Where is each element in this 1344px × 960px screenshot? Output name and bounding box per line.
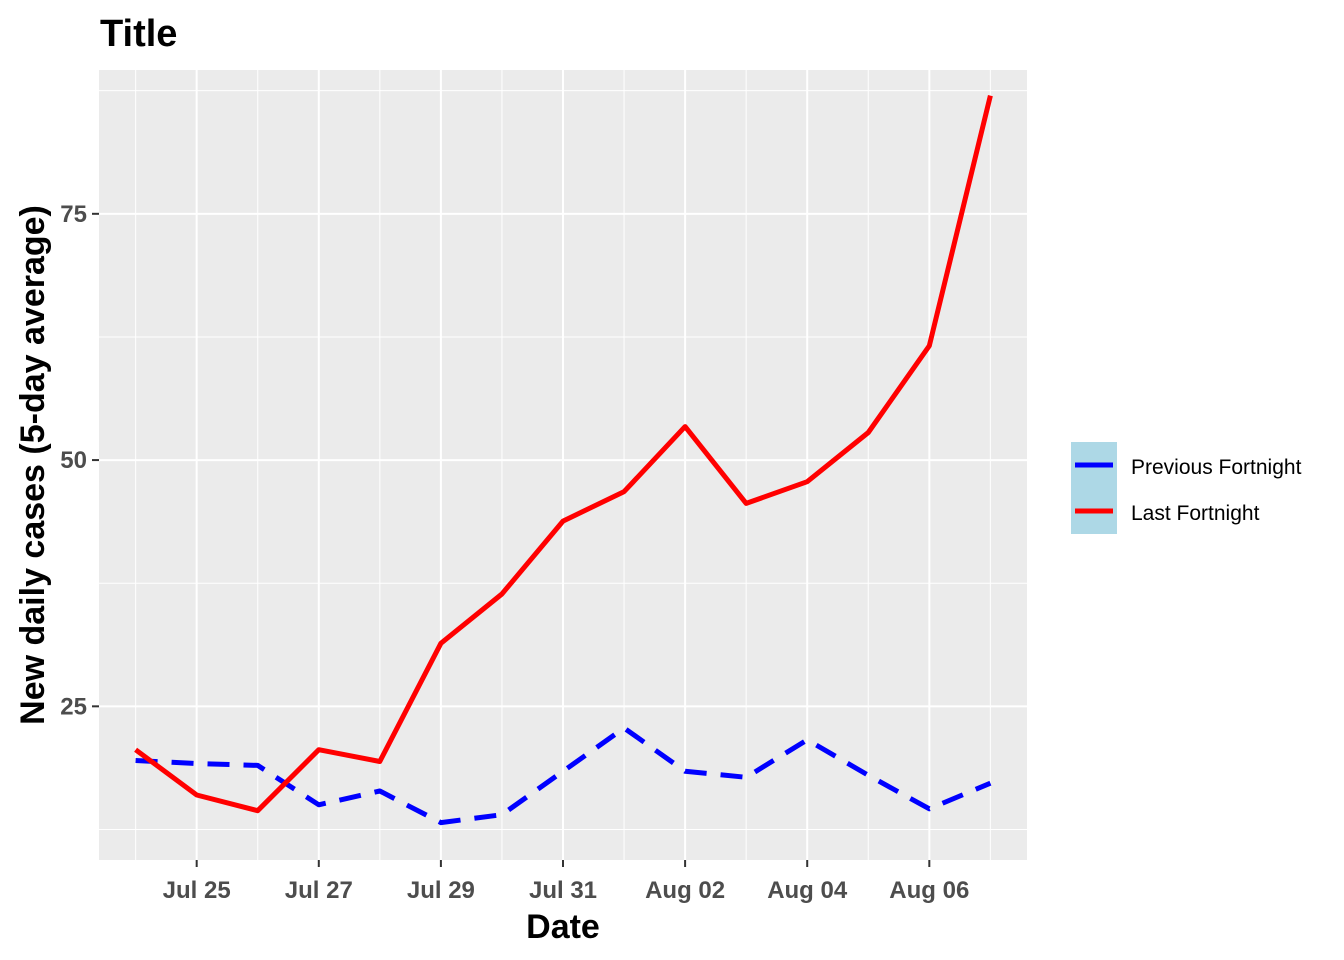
legend: Previous Fortnight Last Fortnight [1071,442,1302,534]
y-axis-title: New daily cases (5-day average) [14,205,52,725]
x-tick-label: Aug 06 [889,877,969,904]
x-tick-label: Aug 02 [645,877,725,904]
legend-label-previous-fortnight: Previous Fortnight [1131,456,1302,479]
x-tick-label: Aug 04 [767,877,848,904]
y-tick-label: 75 [60,201,87,228]
legend-label-last-fortnight: Last Fortnight [1131,502,1260,525]
x-tick-label: Jul 31 [529,877,597,904]
major-gridlines [99,70,1027,860]
series-line-last-fortnight [134,95,993,814]
series-lines [134,95,993,826]
x-tick-label: Jul 29 [407,877,475,904]
chart-title: Title [100,13,177,55]
legend-key-background [1071,442,1117,534]
x-axis-ticks: Jul 25 Jul 27 Jul 29 Jul 31 Aug 02 Aug 04 Aug … [163,860,969,904]
y-tick-label: 25 [60,693,87,720]
x-axis-title: Date [526,908,600,946]
y-tick-label: 50 [60,447,87,474]
series-line-previous-fortnight [135,725,992,826]
y-axis-ticks: 25 50 75 [60,201,99,720]
x-tick-label: Jul 27 [285,877,353,904]
x-tick-label: Jul 25 [163,877,231,904]
